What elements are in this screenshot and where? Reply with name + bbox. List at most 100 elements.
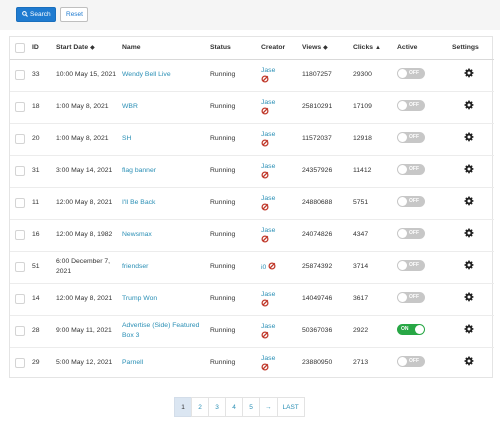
creator-link[interactable]: Jase xyxy=(261,162,276,170)
cell-id: 51 xyxy=(32,263,40,270)
row-checkbox[interactable] xyxy=(15,166,25,176)
cell-start-date: 12:00 May 8, 2021 xyxy=(56,295,113,302)
active-toggle[interactable]: OFF xyxy=(397,259,425,271)
cell-id: 20 xyxy=(32,135,40,142)
toggle-knob xyxy=(398,68,407,78)
row-checkbox[interactable] xyxy=(15,294,25,304)
creator-badge-icon xyxy=(261,234,269,243)
cell-start-date: 3:00 May 14, 2021 xyxy=(56,167,113,174)
toggle-knob xyxy=(415,324,424,334)
creator-link[interactable]: Jase xyxy=(261,322,276,330)
gear-icon[interactable] xyxy=(464,324,474,334)
creator-link[interactable]: i0 xyxy=(261,264,267,271)
cell-start-date: 1:00 May 8, 2021 xyxy=(56,103,109,110)
cell-views: 23880950 xyxy=(302,359,333,367)
pagination: 1 2 3 4 5 → LAST xyxy=(174,397,305,417)
creator-link[interactable]: Jase xyxy=(261,130,276,138)
active-toggle[interactable]: OFF xyxy=(397,67,425,79)
page-link-4[interactable]: 4 xyxy=(225,397,243,417)
active-toggle[interactable]: OFF xyxy=(397,131,425,143)
header-clicks[interactable]: Clicks ▲ xyxy=(351,37,395,60)
gear-icon[interactable] xyxy=(464,356,474,366)
cell-id: 11 xyxy=(32,199,40,206)
active-toggle[interactable]: OFF xyxy=(397,195,425,207)
gear-icon[interactable] xyxy=(464,164,474,174)
reset-button[interactable]: Reset xyxy=(60,7,88,22)
creator-link[interactable]: Jase xyxy=(261,226,276,234)
row-checkbox[interactable] xyxy=(15,102,25,112)
active-toggle[interactable]: OFF xyxy=(397,291,425,303)
cell-views: 25810291 xyxy=(302,103,333,110)
creator-badge-icon xyxy=(261,298,269,307)
creator-link[interactable]: Jase xyxy=(261,290,276,298)
active-toggle-label: OFF xyxy=(409,101,419,108)
cell-views: 25874392 xyxy=(302,263,333,270)
creator-link[interactable]: Jase xyxy=(261,194,276,202)
cell-views: 24074826 xyxy=(302,231,333,238)
row-checkbox[interactable] xyxy=(15,70,25,80)
cell-clicks: 5751 xyxy=(353,199,369,206)
active-toggle[interactable]: OFF xyxy=(397,163,425,175)
table-row: 51 6:00 December 7, 2021 friendser Running i… xyxy=(10,251,494,283)
table-header-row: ID Start Date ◆ Name Status Creator Views… xyxy=(10,37,494,60)
page-link-3[interactable]: 3 xyxy=(208,397,226,417)
cell-start-date: 10:00 May 15, 2021 xyxy=(56,71,117,78)
row-checkbox[interactable] xyxy=(15,326,25,336)
campaign-name-link[interactable]: Wendy Bell Live xyxy=(122,71,171,78)
header-settings: Settings xyxy=(450,37,494,60)
select-all-checkbox[interactable] xyxy=(15,42,25,53)
search-button[interactable]: Search xyxy=(16,7,56,22)
gear-icon[interactable] xyxy=(464,100,474,110)
active-toggle-label: OFF xyxy=(409,261,419,268)
row-checkbox[interactable] xyxy=(15,134,25,144)
cell-views: 24357926 xyxy=(302,167,333,174)
next-page-arrow-icon[interactable]: → xyxy=(259,397,278,417)
campaign-name-link[interactable]: Parnell xyxy=(122,359,144,367)
active-toggle[interactable]: OFF xyxy=(397,99,425,111)
campaign-name-link[interactable]: friendser xyxy=(122,263,149,270)
creator-link[interactable]: Jase xyxy=(261,354,276,362)
cell-id: 14 xyxy=(32,295,40,302)
cell-id: 16 xyxy=(32,231,40,238)
campaign-name-link[interactable]: Newsmax xyxy=(122,231,152,238)
gear-icon[interactable] xyxy=(464,292,474,302)
gear-icon[interactable] xyxy=(464,228,474,238)
header-creator: Creator xyxy=(259,37,300,60)
header-start-date[interactable]: Start Date ◆ xyxy=(54,37,120,60)
cell-clicks: 4347 xyxy=(353,231,369,238)
cell-id: 33 xyxy=(32,71,40,78)
creator-link[interactable]: Jase xyxy=(261,98,276,106)
row-checkbox[interactable] xyxy=(15,198,25,208)
gear-icon[interactable] xyxy=(464,260,474,270)
page-link-2[interactable]: 2 xyxy=(191,397,209,417)
cell-id: 31 xyxy=(32,167,40,174)
cell-status: Running xyxy=(210,327,236,334)
gear-icon[interactable] xyxy=(464,132,474,142)
active-toggle-label: OFF xyxy=(409,357,419,364)
campaign-name-link[interactable]: Trump Won xyxy=(122,295,158,302)
campaign-name-link[interactable]: I'll Be Back xyxy=(122,199,156,206)
header-views[interactable]: Views ◆ xyxy=(300,37,351,60)
campaign-name-link[interactable]: WBR xyxy=(122,103,138,110)
cell-clicks: 2713 xyxy=(353,359,369,367)
row-checkbox[interactable] xyxy=(15,230,25,240)
active-toggle[interactable]: ON xyxy=(397,323,425,335)
page-link-1[interactable]: 1 xyxy=(174,397,192,417)
gear-icon[interactable] xyxy=(464,68,474,78)
campaign-name-link[interactable]: SH xyxy=(122,135,132,142)
active-toggle[interactable]: OFF xyxy=(397,355,425,367)
gear-icon[interactable] xyxy=(464,196,474,206)
row-checkbox[interactable] xyxy=(15,358,25,369)
cell-id: 29 xyxy=(32,359,40,367)
row-checkbox[interactable] xyxy=(15,262,25,272)
cell-start-date: 6:00 December 7, 2021 xyxy=(56,258,111,275)
active-toggle[interactable]: OFF xyxy=(397,227,425,239)
creator-badge-icon xyxy=(261,363,269,371)
page-link-5[interactable]: 5 xyxy=(242,397,260,417)
cell-views: 50367036 xyxy=(302,327,333,334)
cell-status: Running xyxy=(210,199,236,206)
campaign-name-link[interactable]: Advertise (Side) Featured Box 3 xyxy=(122,322,200,339)
campaign-name-link[interactable]: flag banner xyxy=(122,167,157,174)
last-page-link[interactable]: LAST xyxy=(276,397,305,417)
creator-link[interactable]: Jase xyxy=(261,66,276,74)
